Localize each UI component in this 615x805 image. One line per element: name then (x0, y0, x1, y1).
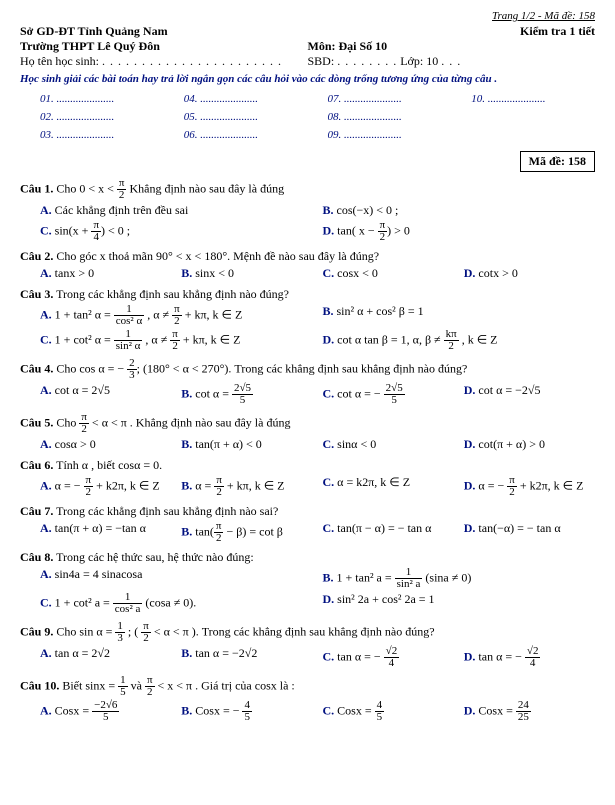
q6-choices: A. α = − π2 + k2π, k ∈ Z B. α = π2 + kπ,… (40, 475, 595, 498)
q9-b: B. tan α = −2√2 (181, 646, 312, 669)
q8-b: B. 1 + tan² a = 1sin² a (sina ≠ 0) (323, 567, 596, 590)
instruction: Học sinh giải các bài toán hay trả lời n… (20, 73, 595, 85)
slot-06: 06. ..................... (184, 129, 308, 141)
question-5: Câu 5. Cho π2 < α < π . Khẳng định nào s… (20, 412, 595, 435)
slot-09: 09. ..................... (328, 129, 452, 141)
q3-d: D. cot α tan β = 1, α, β ≠ kπ2 , k ∈ Z (323, 329, 596, 352)
org: Sở GD-ĐT Tỉnh Quảng Nam (20, 24, 168, 39)
question-9: Câu 9. Cho sin α = 13 ; ( π2 < α < π ). … (20, 621, 595, 644)
question-2: Câu 2. Cho góc x thoả mãn 90° < x < 180°… (20, 249, 595, 264)
q2-choices: A. tanx > 0 B. sinx < 0 C. cosx < 0 D. c… (40, 266, 595, 281)
sbd-class: SBD: . . . . . . . . Lớp: 10 . . . (308, 54, 596, 69)
exam-title: Kiểm tra 1 tiết (520, 24, 595, 39)
student-name-label: Họ tên học sinh: . . . . . . . . . . . .… (20, 54, 308, 69)
q7-d: D. tan(−α) = − tan α (464, 521, 595, 544)
q1-choices: A. Các khẳng định trên đều sai B. cos(−x… (40, 203, 595, 243)
slot-04: 04. ..................... (184, 93, 308, 105)
q2-c: C. cosx < 0 (323, 266, 454, 281)
q8-d: D. sin² 2a + cos² 2a = 1 (323, 592, 596, 615)
q1-b: B. cos(−x) < 0 ; (323, 203, 596, 218)
q7-c: C. tan(π − α) = − tan α (323, 521, 454, 544)
q5-d: D. cot(π + α) > 0 (464, 437, 595, 452)
q4-choices: A. cot α = 2√5 B. cot α = 2√55 C. cot α … (40, 383, 595, 406)
q9-a: A. tan α = 2√2 (40, 646, 171, 669)
q10-b: B. Cosx = − 45 (181, 700, 312, 723)
q10-a: A. Cosx = −2√65 (40, 700, 171, 723)
q6-a: A. α = − π2 + k2π, k ∈ Z (40, 475, 171, 498)
exam-code: Mã đề: 158 (520, 151, 595, 172)
slot-02: 02. ..................... (40, 111, 164, 123)
q4-c: C. cot α = − 2√55 (323, 383, 454, 406)
school: Trường THPT Lê Quý Đôn (20, 39, 308, 54)
q3-c: C. 1 + cot² α = 1sin² α , α ≠ π2 + kπ, k… (40, 329, 313, 352)
q6-c: C. α = k2π, k ∈ Z (323, 475, 454, 498)
q5-choices: A. cosα > 0 B. tan(π + α) < 0 C. sinα < … (40, 437, 595, 452)
q1-c: C. sin(x + π4) < 0 ; (40, 220, 313, 243)
slot-08: 08. ..................... (328, 111, 452, 123)
dots: . . . . . . . . . . . . . . . . . . . . … (102, 54, 282, 68)
q7-choices: A. tan(π + α) = −tan α B. tan(π2 − β) = … (40, 521, 595, 544)
exam-code-box: Mã đề: 158 (20, 151, 595, 172)
q5-b: B. tan(π + α) < 0 (181, 437, 312, 452)
header-row-2: Trường THPT Lê Quý Đôn Môn: Đại Số 10 (20, 39, 595, 54)
q1-d: D. tan( x − π2) > 0 (323, 220, 596, 243)
slot-07: 07. ..................... (328, 93, 452, 105)
q1-a: A. Các khẳng định trên đều sai (40, 203, 313, 218)
q6-d: D. α = − π2 + k2π, k ∈ Z (464, 475, 595, 498)
q6-b: B. α = π2 + kπ, k ∈ Z (181, 475, 312, 498)
q9-c: C. tan α = − √24 (323, 646, 454, 669)
question-6: Câu 6. Tính α , biết cosα = 0. (20, 458, 595, 473)
subject: Môn: Đại Số 10 (308, 39, 596, 54)
slot-05: 05. ..................... (184, 111, 308, 123)
q3-b: B. sin² α + cos² β = 1 (323, 304, 596, 327)
q7-a: A. tan(π + α) = −tan α (40, 521, 171, 544)
q8-c: C. 1 + cot² a = 1cos² a (cosa ≠ 0). (40, 592, 313, 615)
question-7: Câu 7. Trong các khẳng định sau khẳng đị… (20, 504, 595, 519)
q4-a: A. cot α = 2√5 (40, 383, 171, 406)
q2-a: A. tanx > 0 (40, 266, 171, 281)
student-row: Họ tên học sinh: . . . . . . . . . . . .… (20, 54, 595, 69)
answer-slots: 01. ..................... 04. ..........… (40, 93, 595, 141)
question-1: Câu 1. Cho 0 < x < π2 Khẳng định nào sau… (20, 178, 595, 201)
q9-choices: A. tan α = 2√2 B. tan α = −2√2 C. tan α … (40, 646, 595, 669)
slot-01: 01. ..................... (40, 93, 164, 105)
q8-a: A. sin4a = 4 sinacosa (40, 567, 313, 590)
q5-c: C. sinα < 0 (323, 437, 454, 452)
slot-10: 10. ..................... (471, 93, 595, 105)
q4-b: B. cot α = 2√55 (181, 383, 312, 406)
question-10: Câu 10. Biết sinx = 15 và π2 < x < π . G… (20, 675, 595, 698)
q2-b: B. sinx < 0 (181, 266, 312, 281)
slot-03: 03. ..................... (40, 129, 164, 141)
page-header: Trang 1/2 - Mã đề: 158 (20, 10, 595, 22)
q10-choices: A. Cosx = −2√65 B. Cosx = − 45 C. Cosx =… (40, 700, 595, 723)
q10-d: D. Cosx = 2425 (464, 700, 595, 723)
q10-c: C. Cosx = 45 (323, 700, 454, 723)
header-row-1: Sở GD-ĐT Tỉnh Quảng Nam Kiểm tra 1 tiết (20, 24, 595, 39)
q3-choices: A. 1 + tan² α = 1cos² α , α ≠ π2 + kπ, k… (40, 304, 595, 352)
question-3: Câu 3. Trong các khẳng định sau khẳng đị… (20, 287, 595, 302)
q2-d: D. cotx > 0 (464, 266, 595, 281)
q8-choices: A. sin4a = 4 sinacosa B. 1 + tan² a = 1s… (40, 567, 595, 615)
question-4: Câu 4. Cho cos α = − 23; (180° < α < 270… (20, 358, 595, 381)
q3-a: A. 1 + tan² α = 1cos² α , α ≠ π2 + kπ, k… (40, 304, 313, 327)
q7-b: B. tan(π2 − β) = cot β (181, 521, 312, 544)
q9-d: D. tan α = − √24 (464, 646, 595, 669)
q5-a: A. cosα > 0 (40, 437, 171, 452)
q4-d: D. cot α = −2√5 (464, 383, 595, 406)
question-8: Câu 8. Trong các hệ thức sau, hệ thức nà… (20, 550, 595, 565)
